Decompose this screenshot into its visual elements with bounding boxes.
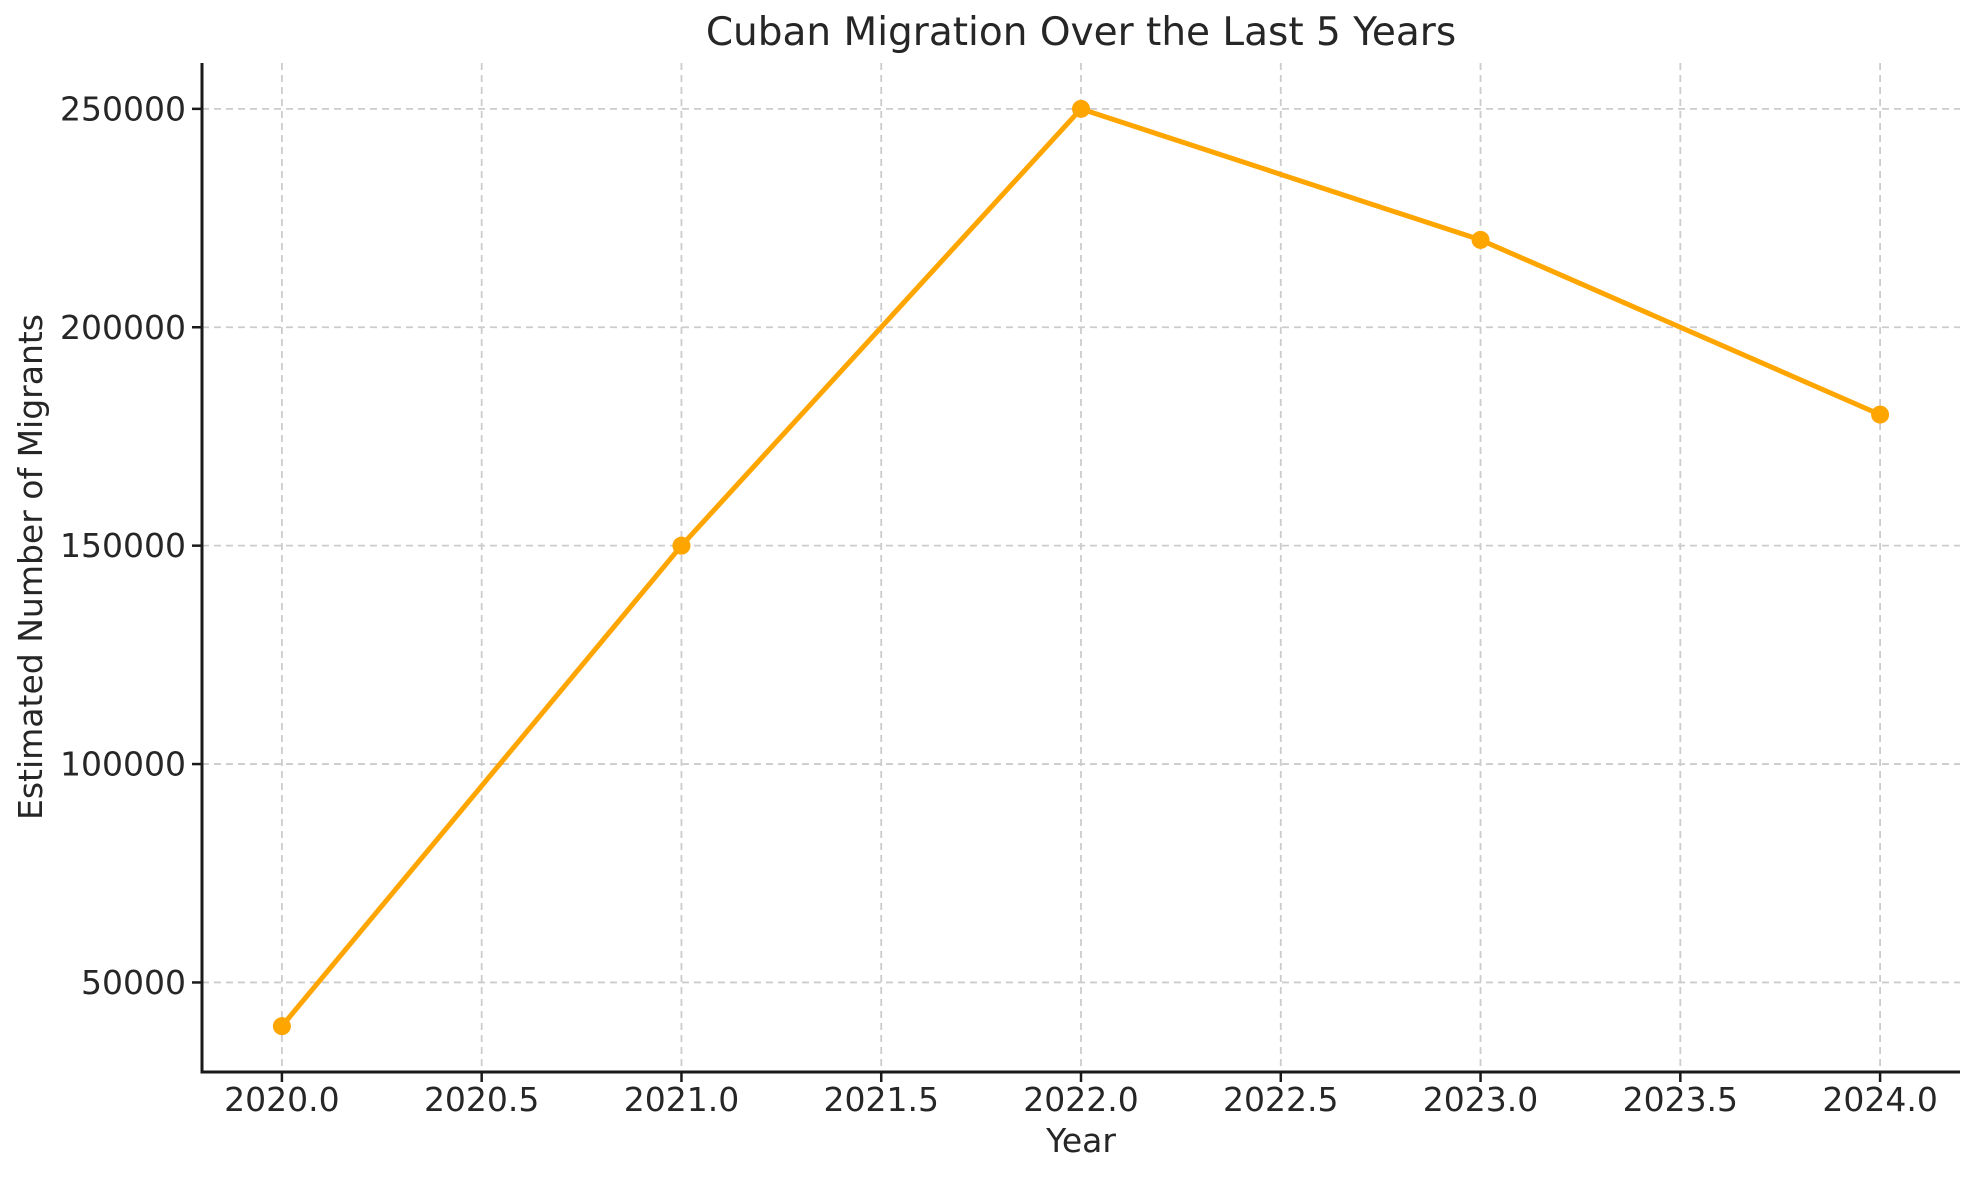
chart-title: Cuban Migration Over the Last 5 Years xyxy=(706,10,1456,55)
y-tick-label: 50000 xyxy=(81,963,186,1002)
x-tick-label: 2022.5 xyxy=(1223,1080,1338,1119)
data-point-marker xyxy=(1072,99,1090,118)
data-point-marker xyxy=(672,536,691,555)
x-axis-label: Year xyxy=(1045,1121,1116,1160)
x-tick-label: 2020.0 xyxy=(224,1080,339,1119)
x-tick-label: 2020.5 xyxy=(424,1080,539,1119)
x-tick-label: 2022.0 xyxy=(1023,1080,1138,1119)
data-point-marker xyxy=(272,1017,291,1036)
x-tick-label: 2023.5 xyxy=(1623,1080,1738,1119)
y-tick-label: 250000 xyxy=(60,89,186,128)
x-tick-label: 2021.0 xyxy=(624,1080,739,1119)
y-axis-label: Estimated Number of Migrants xyxy=(11,314,50,820)
grid-layer xyxy=(202,63,1960,1072)
x-tick-label: 2021.5 xyxy=(823,1080,938,1119)
x-tick-label: 2023.0 xyxy=(1423,1080,1538,1119)
y-tick-label: 150000 xyxy=(60,526,186,565)
axes-layer xyxy=(200,63,1960,1074)
data-point-marker xyxy=(1471,230,1490,249)
x-tick-label: 2024.0 xyxy=(1822,1080,1937,1119)
series-line-layer xyxy=(272,99,1890,1036)
data-point-marker xyxy=(1871,405,1890,424)
y-tick-label: 200000 xyxy=(60,308,186,347)
y-tick-label: 100000 xyxy=(60,745,186,784)
ticks-layer: 2020.0 2020.5 2021.0 2021.5 2022.0 2022.5 2023… xyxy=(60,89,1938,1119)
